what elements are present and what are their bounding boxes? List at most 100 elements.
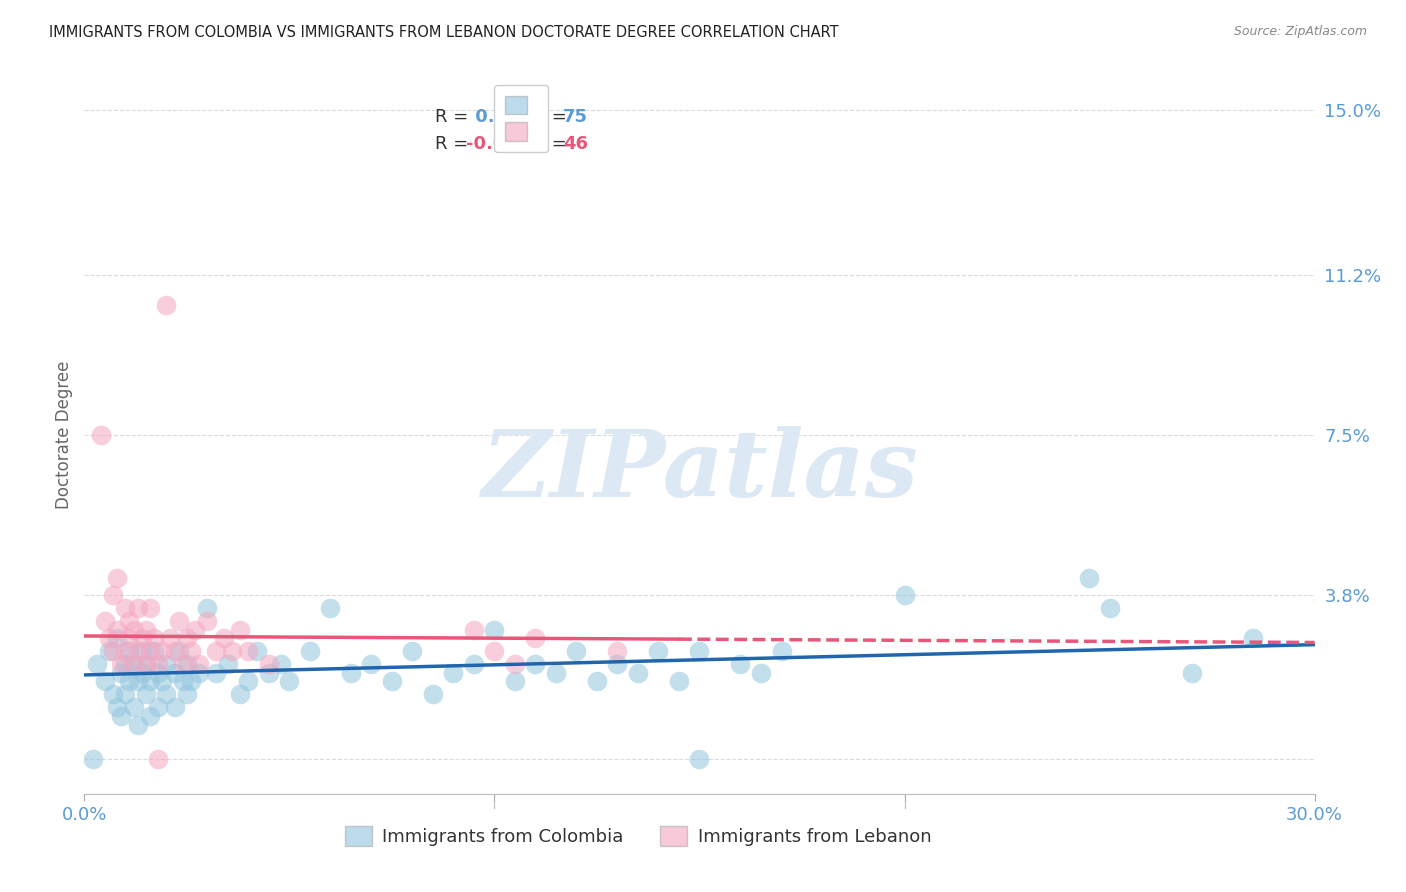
Point	[647, 644, 669, 658]
Point	[503, 674, 526, 689]
Point	[114, 657, 136, 672]
Point	[139, 644, 162, 658]
Point	[172, 674, 194, 689]
Point	[229, 623, 252, 637]
Point	[257, 657, 280, 672]
Point	[217, 657, 239, 672]
Text: R =: R =	[434, 108, 474, 126]
Point	[1241, 631, 1264, 645]
Point	[204, 665, 226, 680]
Text: N =: N =	[522, 108, 572, 126]
Point	[163, 665, 186, 680]
Point	[94, 674, 117, 689]
Point	[163, 700, 186, 714]
Point	[155, 687, 177, 701]
Point	[197, 614, 219, 628]
Text: N =: N =	[522, 135, 572, 153]
Point	[443, 665, 465, 680]
Point	[105, 700, 128, 714]
Point	[1181, 665, 1204, 680]
Point	[150, 644, 173, 658]
Text: R =: R =	[434, 135, 474, 153]
Point	[118, 631, 141, 645]
Point	[1078, 571, 1101, 585]
Point	[204, 644, 226, 658]
Point	[893, 588, 915, 602]
Point	[135, 657, 157, 672]
Point	[770, 644, 793, 658]
Point	[118, 674, 141, 689]
Point	[246, 644, 269, 658]
Point	[167, 644, 190, 658]
Point	[101, 687, 124, 701]
Point	[105, 631, 128, 645]
Point	[82, 752, 104, 766]
Point	[98, 631, 120, 645]
Point	[606, 644, 628, 658]
Point	[298, 644, 321, 658]
Point	[90, 428, 112, 442]
Point	[184, 623, 207, 637]
Point	[110, 709, 132, 723]
Point	[544, 665, 567, 680]
Point	[94, 614, 117, 628]
Point	[463, 623, 485, 637]
Point	[180, 674, 202, 689]
Point	[155, 657, 177, 672]
Point	[110, 657, 132, 672]
Legend: Immigrants from Colombia, Immigrants from Lebanon: Immigrants from Colombia, Immigrants fro…	[337, 819, 939, 853]
Point	[221, 644, 243, 658]
Text: 0.068: 0.068	[470, 108, 533, 126]
Point	[229, 687, 252, 701]
Point	[127, 644, 149, 658]
Point	[176, 687, 198, 701]
Point	[238, 674, 260, 689]
Point	[122, 623, 145, 637]
Point	[139, 674, 162, 689]
Point	[127, 600, 149, 615]
Point	[606, 657, 628, 672]
Point	[101, 588, 124, 602]
Point	[565, 644, 588, 658]
Point	[176, 631, 198, 645]
Point	[730, 657, 752, 672]
Point	[98, 644, 120, 658]
Point	[238, 644, 260, 658]
Point	[270, 657, 292, 672]
Point	[180, 644, 202, 658]
Point	[155, 298, 177, 312]
Point	[135, 623, 157, 637]
Point	[586, 674, 609, 689]
Point	[114, 644, 136, 658]
Text: ZIPatlas: ZIPatlas	[481, 425, 918, 516]
Point	[131, 665, 153, 680]
Point	[340, 665, 363, 680]
Point	[188, 665, 211, 680]
Point	[148, 700, 170, 714]
Point	[689, 644, 711, 658]
Point	[197, 600, 219, 615]
Point	[114, 687, 136, 701]
Point	[668, 674, 690, 689]
Point	[381, 674, 404, 689]
Point	[401, 644, 423, 658]
Point	[749, 665, 772, 680]
Point	[139, 600, 162, 615]
Point	[110, 665, 132, 680]
Point	[148, 665, 170, 680]
Point	[118, 614, 141, 628]
Text: -0.020: -0.020	[465, 135, 530, 153]
Point	[257, 665, 280, 680]
Point	[163, 644, 186, 658]
Text: IMMIGRANTS FROM COLOMBIA VS IMMIGRANTS FROM LEBANON DOCTORATE DEGREE CORRELATION: IMMIGRANTS FROM COLOMBIA VS IMMIGRANTS F…	[49, 25, 839, 40]
Point	[148, 657, 170, 672]
Text: Source: ZipAtlas.com: Source: ZipAtlas.com	[1233, 25, 1367, 38]
Point	[627, 665, 650, 680]
Point	[122, 657, 145, 672]
Text: 46: 46	[562, 135, 588, 153]
Point	[172, 657, 194, 672]
Point	[105, 623, 128, 637]
Point	[131, 644, 153, 658]
Point	[114, 600, 136, 615]
Point	[524, 657, 547, 672]
